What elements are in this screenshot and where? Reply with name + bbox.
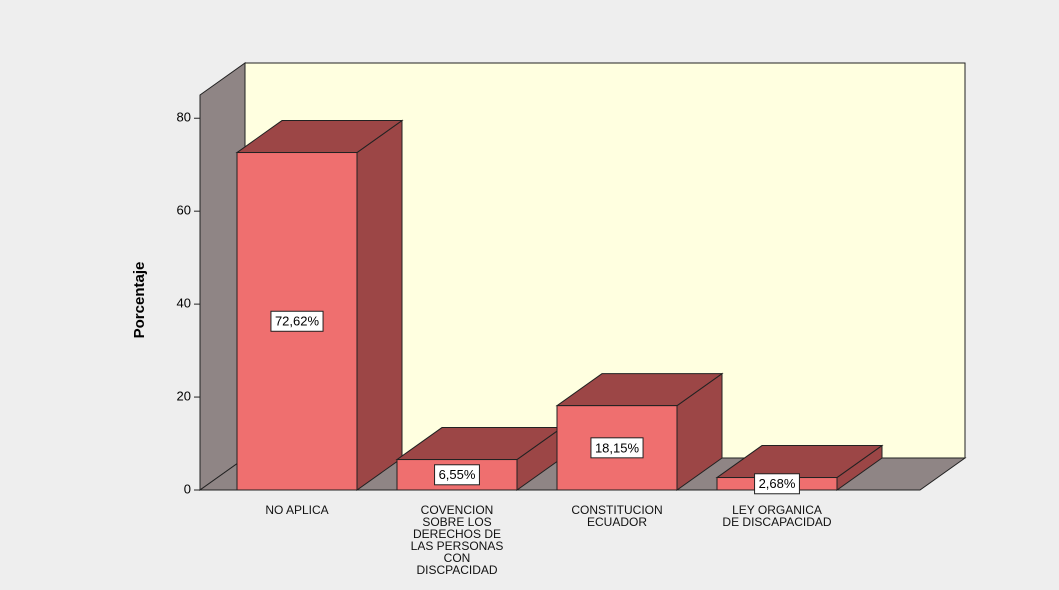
data-label-box xyxy=(434,464,480,486)
y-tick-label: 80 xyxy=(177,110,191,125)
data-label-box xyxy=(754,473,800,495)
x-tick-label: LEY ORGANICA DE DISCAPACIDAD xyxy=(722,503,832,529)
data-label-box xyxy=(590,437,644,459)
x-tick-label: COVENCION SOBRE LOS DERECHOS DE LAS PERS… xyxy=(410,503,504,577)
x-tick-label: NO APLICA xyxy=(265,503,329,517)
bar-side xyxy=(356,119,403,491)
x-tick-label: CONSTITUCION ECUADOR xyxy=(571,503,663,529)
data-label: 6,55% xyxy=(439,467,476,482)
y-axis-label: Porcentaje xyxy=(131,262,148,339)
data-label: 72,62% xyxy=(275,314,320,329)
y-tick-label: 20 xyxy=(177,388,191,403)
y-tick-label: 40 xyxy=(177,296,191,311)
y-tick-label: 0 xyxy=(184,481,191,496)
data-label: 2,68% xyxy=(759,476,796,491)
data-label: 18,15% xyxy=(595,440,640,455)
data-label-box xyxy=(270,310,324,332)
y-tick-label: 60 xyxy=(177,203,191,218)
